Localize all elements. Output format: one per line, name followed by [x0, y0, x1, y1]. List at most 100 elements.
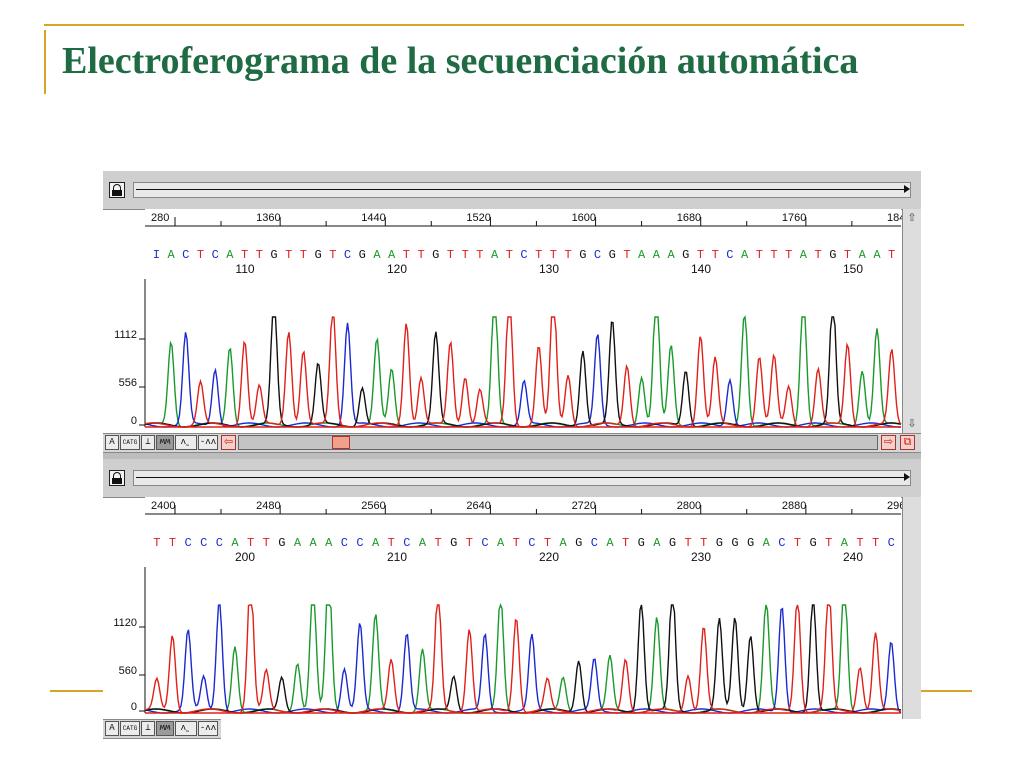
catg-order-button[interactable]: CATG	[120, 435, 140, 450]
base-call: C	[888, 536, 895, 550]
base-call: G	[669, 536, 676, 550]
base-call: T	[684, 536, 691, 550]
base-call: T	[544, 536, 551, 550]
compressed-trace-icon[interactable]: ʍʍ	[156, 721, 174, 736]
base-call: T	[550, 248, 557, 262]
trace-A	[144, 314, 902, 428]
base-call: C	[726, 248, 733, 262]
lock-icon[interactable]	[109, 470, 125, 486]
y-tick-label: 0	[131, 415, 137, 427]
base-call: A	[800, 248, 808, 262]
base-call: T	[417, 248, 424, 262]
base-call: T	[697, 248, 704, 262]
base-call: T	[700, 536, 707, 550]
scan-tick-label: 2560	[361, 500, 385, 512]
base-call: T	[888, 248, 895, 262]
scroll-down-icon[interactable]: ⇩	[907, 418, 917, 430]
vertical-scrollbar[interactable]	[902, 497, 921, 719]
base-call: T	[794, 536, 801, 550]
base-call: T	[300, 248, 307, 262]
y-tick-label: 1112	[114, 329, 137, 341]
window-titlebar	[103, 171, 921, 210]
bottom-accent-line-left	[50, 690, 106, 692]
base-number: 210	[387, 550, 407, 564]
trace-C	[144, 604, 902, 714]
vertical-scrollbar[interactable]: ⇧ ⇩	[902, 209, 921, 433]
scan-tick-label: 1440	[361, 212, 385, 224]
base-call: T	[856, 536, 863, 550]
y-tick-label: 556	[119, 377, 137, 389]
base-call: T	[153, 536, 160, 550]
scroll-right-icon[interactable]: ⇨	[881, 435, 896, 450]
scan-tick-label: 1760	[782, 212, 806, 224]
horizontal-scrollbar[interactable]	[238, 435, 878, 450]
base-call: I	[153, 248, 160, 262]
baseline-icon[interactable]: ⊥	[141, 435, 155, 450]
catg-order-button[interactable]: CATG	[120, 721, 140, 736]
scroll-up-icon[interactable]: ⇧	[907, 212, 917, 224]
window-separator	[103, 453, 921, 459]
base-call: A	[841, 536, 849, 550]
base-call: G	[579, 248, 586, 262]
trace-G	[144, 316, 902, 428]
base-number: 120	[387, 262, 407, 276]
base-call: T	[825, 536, 832, 550]
base-call: C	[212, 248, 219, 262]
compressed-trace-icon[interactable]: ʍʍ	[156, 435, 174, 450]
base-call: A	[491, 248, 499, 262]
base-call: A	[763, 536, 771, 550]
zoom-box-icon[interactable]: ⧉	[900, 435, 915, 450]
base-call: G	[829, 248, 836, 262]
base-number: 220	[539, 550, 559, 564]
base-call: G	[270, 248, 277, 262]
position-slider[interactable]	[133, 182, 911, 198]
base-call: G	[716, 536, 723, 550]
expanded-trace-icon[interactable]: ʌ˷	[175, 721, 197, 736]
annotation-button[interactable]: A	[105, 721, 119, 736]
base-call: G	[575, 536, 582, 550]
base-call: C	[216, 536, 223, 550]
base-call: A	[638, 248, 646, 262]
lock-icon[interactable]	[109, 182, 125, 198]
scan-tick-label: 1360	[256, 212, 280, 224]
base-call: A	[388, 248, 396, 262]
base-call: T	[785, 248, 792, 262]
position-slider[interactable]	[133, 470, 911, 486]
base-call: A	[653, 248, 661, 262]
base-call: G	[747, 536, 754, 550]
base-call: G	[682, 248, 689, 262]
expanded-trace-icon[interactable]: ʌ˷	[175, 435, 197, 450]
baseline-icon[interactable]: ⊥	[141, 721, 155, 736]
chromatogram-plot: 2801360144015201600168017601840IACTCATTG…	[114, 209, 903, 428]
base-call: C	[520, 248, 527, 262]
base-call: A	[419, 536, 427, 550]
base-call: T	[815, 248, 822, 262]
base-call: T	[872, 536, 879, 550]
base-call: T	[329, 248, 336, 262]
base-number: 230	[691, 550, 711, 564]
base-call: A	[309, 536, 317, 550]
scan-tick-label: 1840	[887, 212, 903, 224]
base-call: G	[609, 248, 616, 262]
base-number: 150	[843, 262, 863, 276]
base-call: A	[167, 248, 175, 262]
slide-title: Electroferograma de la secuenciación aut…	[62, 40, 859, 82]
raw-trace-icon[interactable]: -ʌʌ	[198, 721, 218, 736]
trace-toolbar: A CATG ⊥ ʍʍ ʌ˷ -ʌʌ ⇦ ⇨ ⧉	[103, 433, 921, 453]
scrollbar-thumb[interactable]	[332, 436, 350, 449]
base-call: A	[294, 536, 302, 550]
base-call: T	[434, 536, 441, 550]
base-call: C	[341, 536, 348, 550]
scan-tick-label: 2640	[466, 500, 490, 512]
annotation-button[interactable]: A	[105, 435, 119, 450]
base-call: C	[481, 536, 488, 550]
base-call: T	[263, 536, 270, 550]
base-call: C	[528, 536, 535, 550]
raw-trace-icon[interactable]: -ʌʌ	[198, 435, 218, 450]
arrow-right-icon	[904, 473, 910, 481]
scroll-left-icon[interactable]: ⇦	[221, 435, 236, 450]
base-call: C	[778, 536, 785, 550]
bottom-accent-line-right	[920, 690, 972, 692]
base-call: C	[591, 536, 598, 550]
base-call: T	[623, 248, 630, 262]
